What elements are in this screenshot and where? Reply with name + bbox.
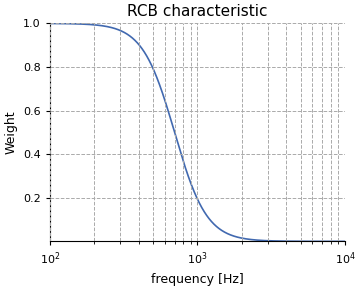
X-axis label: frequency [Hz]: frequency [Hz] xyxy=(151,273,244,286)
Y-axis label: Weight: Weight xyxy=(4,110,17,154)
Title: RCB characteristic: RCB characteristic xyxy=(127,4,268,19)
